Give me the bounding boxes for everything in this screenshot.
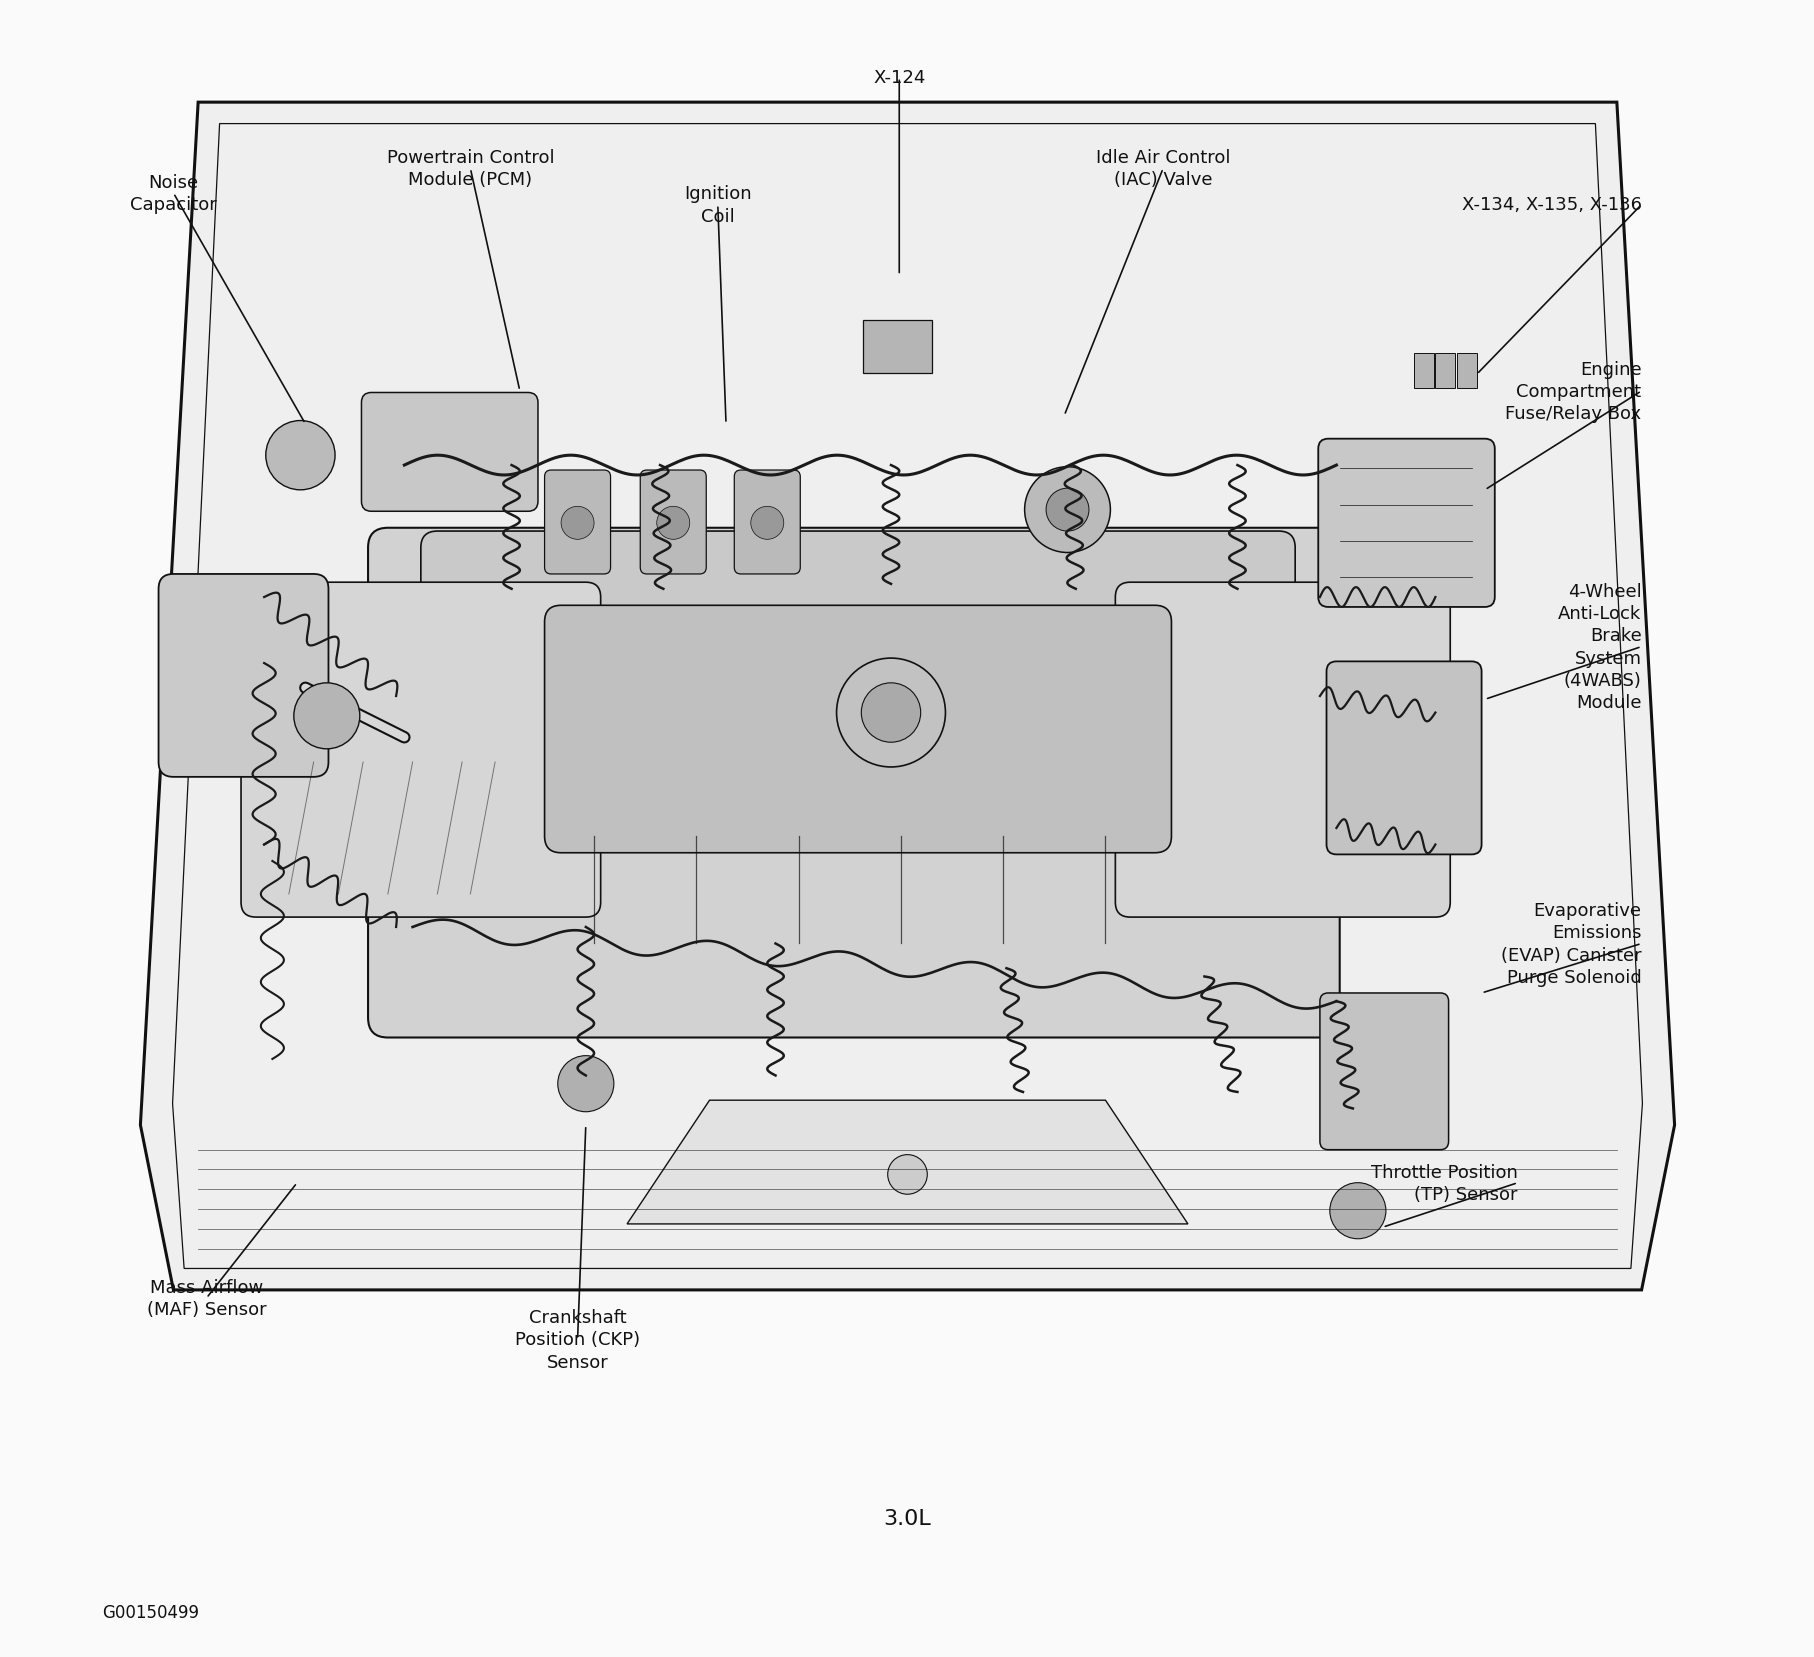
FancyBboxPatch shape <box>544 606 1170 853</box>
FancyBboxPatch shape <box>1435 353 1455 388</box>
FancyBboxPatch shape <box>544 471 610 575</box>
Circle shape <box>1330 1183 1386 1239</box>
Text: G00150499: G00150499 <box>102 1602 200 1621</box>
Polygon shape <box>626 1100 1188 1225</box>
FancyBboxPatch shape <box>421 532 1295 754</box>
FancyBboxPatch shape <box>241 583 600 918</box>
Text: Crankshaft
Position (CKP)
Sensor: Crankshaft Position (CKP) Sensor <box>515 1309 640 1370</box>
Text: Evaporative
Emissions
(EVAP) Canister
Purge Solenoid: Evaporative Emissions (EVAP) Canister Pu… <box>1500 901 1640 986</box>
Text: Noise
Capacitor: Noise Capacitor <box>131 174 216 214</box>
FancyBboxPatch shape <box>1116 583 1449 918</box>
FancyBboxPatch shape <box>1317 439 1495 608</box>
Circle shape <box>561 507 593 540</box>
Text: Throttle Position
(TP) Sensor: Throttle Position (TP) Sensor <box>1370 1163 1517 1203</box>
FancyBboxPatch shape <box>1457 353 1477 388</box>
FancyBboxPatch shape <box>1413 353 1433 388</box>
Circle shape <box>887 1155 927 1195</box>
Polygon shape <box>140 103 1674 1291</box>
Circle shape <box>1025 467 1110 553</box>
FancyBboxPatch shape <box>1326 663 1480 855</box>
Text: Mass Airflow
(MAF) Sensor: Mass Airflow (MAF) Sensor <box>147 1278 267 1319</box>
Circle shape <box>657 507 689 540</box>
Text: 3.0L: 3.0L <box>883 1508 931 1528</box>
Text: X-134, X-135, X-136: X-134, X-135, X-136 <box>1460 196 1640 214</box>
FancyBboxPatch shape <box>158 575 328 777</box>
Circle shape <box>1045 489 1088 532</box>
FancyBboxPatch shape <box>735 471 800 575</box>
Circle shape <box>862 683 920 742</box>
FancyBboxPatch shape <box>1319 993 1448 1150</box>
Circle shape <box>836 659 945 767</box>
Circle shape <box>294 683 359 749</box>
FancyBboxPatch shape <box>640 471 706 575</box>
FancyBboxPatch shape <box>368 529 1339 1037</box>
Text: 4-Wheel
Anti-Lock
Brake
System
(4WABS)
Module: 4-Wheel Anti-Lock Brake System (4WABS) M… <box>1558 583 1640 711</box>
Circle shape <box>751 507 784 540</box>
Text: Powertrain Control
Module (PCM): Powertrain Control Module (PCM) <box>386 149 553 189</box>
FancyBboxPatch shape <box>361 393 537 512</box>
Text: Engine
Compartment
Fuse/Relay Box: Engine Compartment Fuse/Relay Box <box>1504 361 1640 423</box>
Circle shape <box>557 1056 613 1112</box>
Text: Idle Air Control
(IAC) Valve: Idle Air Control (IAC) Valve <box>1096 149 1230 189</box>
Text: X-124: X-124 <box>873 70 925 88</box>
FancyBboxPatch shape <box>862 321 932 373</box>
Circle shape <box>265 421 336 490</box>
Text: Ignition
Coil: Ignition Coil <box>684 186 751 225</box>
